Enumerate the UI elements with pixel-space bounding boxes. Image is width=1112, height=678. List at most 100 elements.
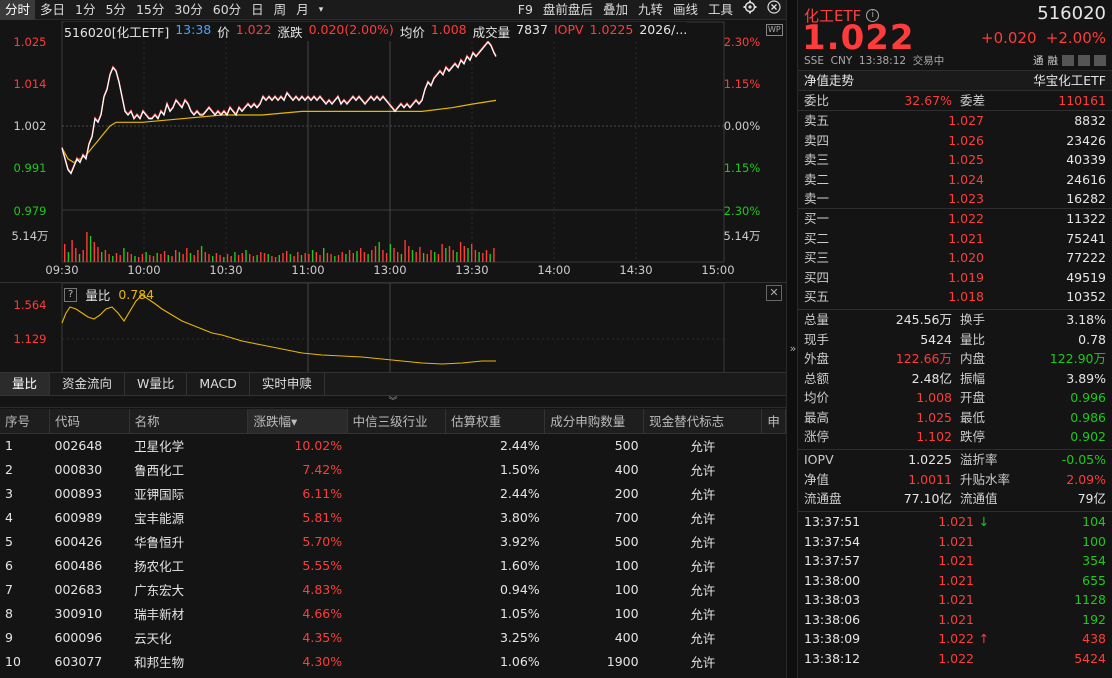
- row-industry: [347, 625, 446, 649]
- level-price: 1.023: [948, 191, 984, 206]
- row-index: 5: [5, 533, 13, 549]
- bids-level[interactable]: 买五 1.018 10352: [798, 287, 1112, 307]
- info-icon[interactable]: i: [866, 9, 880, 22]
- level-price: 1.025: [948, 152, 984, 167]
- period-tab-30min[interactable]: 30分: [174, 1, 203, 17]
- draw-line-button[interactable]: 画线: [672, 1, 698, 17]
- period-tab-5min[interactable]: 5分: [105, 1, 126, 17]
- col-header-code[interactable]: 代码: [49, 409, 130, 434]
- row-name: 广东宏大: [134, 582, 185, 598]
- volume-ratio-indicator[interactable]: 1.564 1.129 ? 量比 0.784 ✕: [0, 282, 786, 374]
- table-row[interactable]: 3 000893 亚钾国际 6.11% 2.44% 200 允许: [0, 481, 786, 505]
- close-indicator-icon[interactable]: ✕: [766, 285, 782, 301]
- intraday-chart-svg[interactable]: 1.025 1.014 1.002 0.991 0.979 5.14万 2.30…: [0, 20, 786, 282]
- bids-level[interactable]: 买三 1.020 77222: [798, 248, 1112, 268]
- intraday-chart[interactable]: 1.025 1.014 1.002 0.991 0.979 5.14万 2.30…: [0, 20, 786, 282]
- table-row[interactable]: 10 603077 和邦生物 4.30% 1.06% 1900 允许: [0, 649, 786, 673]
- overlay-button[interactable]: 叠加: [602, 1, 628, 17]
- asks-level[interactable]: 卖一 1.023 16282: [798, 189, 1112, 209]
- period-tab-multiday[interactable]: 多日: [40, 1, 66, 17]
- wp-badge[interactable]: WP: [766, 24, 783, 36]
- period-tab-1min[interactable]: 1分: [75, 1, 96, 17]
- bids-level[interactable]: 买二 1.021 75241: [798, 229, 1112, 249]
- period-tab-intraday[interactable]: 分时: [0, 0, 36, 20]
- asks-level[interactable]: 卖五 1.027 8832: [798, 111, 1112, 131]
- close-icon[interactable]: [762, 0, 786, 20]
- f9-button[interactable]: F9: [517, 1, 533, 17]
- col-header-cash-sub[interactable]: 现金替代标志: [643, 409, 763, 434]
- tick-row: 13:38:00 1.021 655: [798, 571, 1112, 591]
- settings-gear-icon[interactable]: [738, 0, 762, 20]
- x-label-1100: 11:00: [291, 263, 324, 277]
- volume-bar: [400, 254, 403, 262]
- volume-bar: [367, 254, 369, 262]
- period-tab-15min[interactable]: 15分: [135, 1, 165, 17]
- tab-realtime-redemption[interactable]: 实时申赎: [250, 373, 325, 395]
- table-row[interactable]: 8 300910 瑞丰新材 4.66% 1.05% 100 允许: [0, 601, 786, 625]
- table-row[interactable]: 6 600486 扬农化工 5.55% 1.60% 100 允许: [0, 553, 786, 577]
- help-icon[interactable]: ?: [64, 287, 78, 302]
- stat-value: 245.56万: [895, 312, 952, 327]
- bids-level[interactable]: 买一 1.022 11322: [798, 209, 1112, 229]
- table-row[interactable]: 7 002683 广东宏大 4.83% 0.94% 100 允许: [0, 577, 786, 601]
- volume-bar: [67, 252, 70, 262]
- table-row[interactable]: 1 002648 卫星化学 10.02% 2.44% 500 允许: [0, 433, 786, 457]
- pre-post-market-button[interactable]: 盘前盘后: [542, 1, 593, 17]
- period-tab-60min[interactable]: 60分: [212, 1, 242, 17]
- col-header-industry[interactable]: 中信三级行业: [347, 409, 447, 434]
- table-row[interactable]: 2 000830 鲁西化工 7.42% 1.50% 400 允许: [0, 457, 786, 481]
- tab-w-volume-ratio[interactable]: W量比: [125, 373, 188, 395]
- period-tab-day[interactable]: 日: [251, 1, 264, 17]
- col-header-weight[interactable]: 估算权重: [445, 409, 546, 434]
- tab-capital-flow[interactable]: 资金流向: [50, 373, 126, 395]
- edit-icon[interactable]: [1062, 55, 1074, 66]
- table-row[interactable]: 5 600426 华鲁恒升 5.70% 3.92% 500 允许: [0, 529, 786, 553]
- nav-trend-bar[interactable]: 净值走势 华宝化工ETF: [798, 70, 1112, 91]
- asks-level[interactable]: 卖二 1.024 24616: [798, 170, 1112, 190]
- stat-row: 总额 2.48亿 振幅 3.89%: [798, 369, 1112, 389]
- col-header-name[interactable]: 名称: [129, 409, 249, 434]
- tick-time: 13:37:51: [804, 514, 861, 529]
- stat-row: 外盘 122.66万 内盘 122.90万: [798, 349, 1112, 369]
- volume-bar: [493, 248, 495, 262]
- col-header-change-pct[interactable]: 涨跌幅▾: [247, 409, 348, 434]
- row-quantity: 100: [614, 581, 639, 597]
- volume-bar: [223, 257, 225, 262]
- col-header-index[interactable]: 序号: [0, 409, 51, 434]
- panel-splitter[interactable]: »: [786, 0, 798, 678]
- level-label: 买四: [804, 269, 830, 285]
- row-index: 3: [5, 485, 13, 501]
- asks-level[interactable]: 卖三 1.025 40339: [798, 150, 1112, 170]
- ind-ylabel-2: 1.129: [14, 332, 47, 346]
- nav-trend-label[interactable]: 净值走势: [804, 73, 855, 88]
- period-tab-month[interactable]: 月: [296, 1, 309, 17]
- expand-icon[interactable]: [1094, 55, 1106, 66]
- nine-turn-button[interactable]: 九转: [637, 1, 663, 17]
- link-icon[interactable]: [1078, 55, 1090, 66]
- col-header-more[interactable]: 申: [761, 409, 786, 434]
- tick-price: 1.022: [938, 631, 974, 646]
- table-row[interactable]: 4 600989 宝丰能源 5.81% 3.80% 700 允许: [0, 505, 786, 529]
- x-label-1030: 10:30: [209, 263, 242, 277]
- period-tab-week[interactable]: 周: [273, 1, 287, 17]
- col-header-quantity[interactable]: 成分申购数量: [544, 409, 645, 434]
- y-label-5: 0.979: [14, 204, 47, 218]
- period-more-dropdown[interactable]: ▾: [318, 4, 324, 15]
- volume-bar: [360, 248, 362, 262]
- stat-value: 2.09%: [1066, 471, 1106, 487]
- row-change-pct: 4.35%: [302, 629, 343, 645]
- table-row[interactable]: 9 600096 云天化 4.35% 3.25% 400 允许: [0, 625, 786, 649]
- level-volume: 49519: [1066, 269, 1106, 285]
- collapse-chevron-icon[interactable]: ︾: [0, 396, 786, 408]
- stat-label: 开盘: [960, 390, 986, 405]
- asks-level[interactable]: 卖四 1.026 23426: [798, 131, 1112, 151]
- tab-macd[interactable]: MACD: [187, 373, 250, 395]
- tools-button[interactable]: 工具: [707, 1, 733, 17]
- expand-chevron-icon[interactable]: »: [789, 342, 797, 355]
- volume-bar: [208, 254, 210, 262]
- pct-label-1: 2.30%: [724, 35, 761, 49]
- tab-volume-ratio[interactable]: 量比: [0, 373, 51, 395]
- weibi-label: 委比: [804, 93, 830, 108]
- bids-level[interactable]: 买四 1.019 49519: [798, 268, 1112, 288]
- row-index: 4: [5, 509, 13, 525]
